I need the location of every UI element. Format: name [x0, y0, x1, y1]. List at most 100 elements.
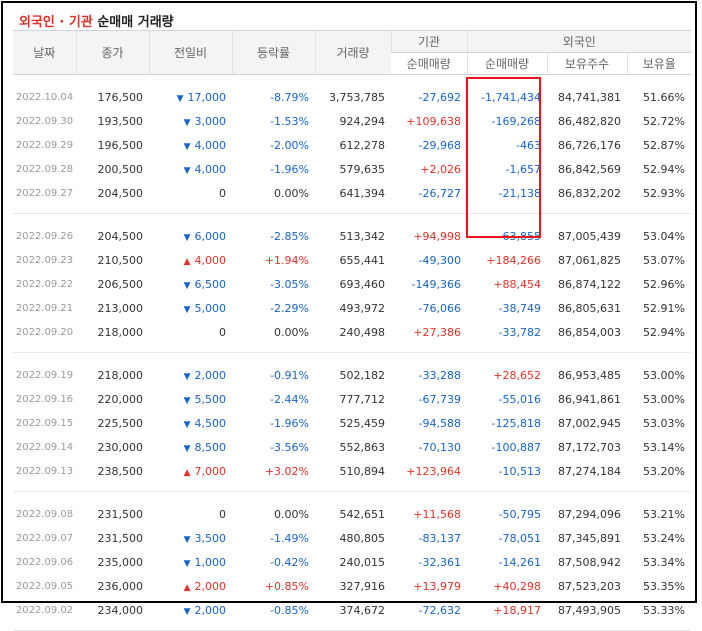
down-triangle-icon: ▼ [183, 395, 191, 406]
cell-close: 213,000 [97, 301, 144, 315]
cell-close: 238,500 [97, 464, 144, 478]
cell-close: 231,500 [97, 531, 144, 545]
table-row: 2022.09.13 238,500 ▲ 7,000 +3.02% 510,894 +123… [13, 459, 691, 483]
cell-foreign-net: -169,268 [491, 114, 541, 128]
cell-close: 206,500 [97, 277, 144, 291]
group-spacer [13, 75, 691, 86]
cell-date: 2022.09.08 [15, 508, 74, 520]
change-value: 0 [219, 507, 226, 521]
cell-change: ▼ 4,000 [149, 133, 232, 157]
cell-date: 2022.09.16 [15, 393, 74, 405]
cell-close: 193,500 [97, 114, 144, 128]
cell-change: ▼ 4,000 [149, 157, 232, 181]
header-foreign-net: 순매매량 [466, 52, 547, 75]
cell-foreign-hold: 86,854,003 [558, 325, 621, 339]
cell-foreign-hold: 87,294,096 [558, 507, 621, 521]
change-value: 2,000 [194, 579, 227, 593]
change-value: 8,500 [194, 440, 227, 454]
cell-foreign-ratio: 52.96% [643, 277, 685, 291]
cell-change: ▼ 17,000 [149, 85, 232, 109]
cell-inst-net: +27,386 [413, 325, 461, 339]
cell-date: 2022.10.04 [15, 91, 74, 103]
change-value: 4,000 [194, 253, 227, 267]
change-value: 2,000 [194, 603, 227, 617]
down-triangle-icon: ▼ [183, 232, 191, 243]
cell-foreign-hold: 87,345,891 [558, 531, 621, 545]
group-spacer [13, 214, 691, 225]
table-row: 2022.09.21 213,000 ▼ 5,000 -2.29% 493,972 -76,… [13, 296, 691, 320]
cell-rate: 0.00% [274, 507, 309, 521]
cell-rate: -2.29% [270, 301, 309, 315]
cell-inst-net: +109,638 [406, 114, 461, 128]
table-row: 2022.10.04 176,500 ▼ 17,000 -8.79% 3,753,785 -… [13, 85, 691, 109]
cell-foreign-net: -14,261 [498, 555, 541, 569]
cell-volume: 612,278 [339, 138, 386, 152]
cell-date: 2022.09.23 [15, 254, 74, 266]
cell-foreign-hold: 86,805,631 [558, 301, 621, 315]
cell-close: 230,000 [97, 440, 144, 454]
table-row: 2022.09.30 193,500 ▼ 3,000 -1.53% 924,294 +109… [13, 109, 691, 133]
header-change: 전일비 [148, 30, 232, 75]
cell-date: 2022.09.22 [15, 278, 74, 290]
cell-inst-net: -33,288 [418, 368, 461, 382]
cell-inst-net: -83,137 [418, 531, 461, 545]
cell-rate: -2.85% [270, 229, 309, 243]
change-value: 3,000 [194, 114, 227, 128]
cell-inst-net: -67,739 [418, 392, 461, 406]
cell-rate: 0.00% [274, 325, 309, 339]
table-row: 2022.09.23 210,500 ▲ 4,000 +1.94% 655,441 -49,… [13, 248, 691, 272]
cell-change: ▼ 3,500 [149, 526, 232, 550]
cell-foreign-ratio: 53.00% [643, 368, 685, 382]
header-foreign-ratio: 보유율 [626, 52, 691, 75]
cell-volume: 924,294 [339, 114, 386, 128]
cell-close: 200,500 [97, 162, 144, 176]
cell-close: 235,000 [97, 555, 144, 569]
cell-inst-net: -70,130 [418, 440, 461, 454]
cell-date: 2022.09.02 [15, 604, 74, 616]
cell-date: 2022.09.06 [15, 556, 74, 568]
down-triangle-icon: ▼ [183, 141, 191, 152]
cell-close: 236,000 [97, 579, 144, 593]
cell-date: 2022.09.19 [15, 369, 74, 381]
table-row: 2022.09.28 200,500 ▼ 4,000 -1.96% 579,635 +2,0… [13, 157, 691, 181]
change-value: 5,500 [194, 392, 227, 406]
change-value: 7,000 [194, 464, 227, 478]
cell-date: 2022.09.28 [15, 163, 74, 175]
cell-change: ▲ 7,000 [149, 459, 232, 483]
header-rate: 등락률 [231, 30, 315, 75]
cell-change: ▼ 5,500 [149, 387, 232, 411]
cell-foreign-hold: 87,061,825 [558, 253, 621, 267]
table-row: 2022.09.07 231,500 ▼ 3,500 -1.49% 480,805 -83,… [13, 526, 691, 550]
table-row: 2022.09.20 218,000 0 0.00% 240,498 +27,386 -33… [13, 320, 691, 344]
table-row: 2022.09.16 220,000 ▼ 5,500 -2.44% 777,712 -67,… [13, 387, 691, 411]
down-triangle-icon: ▼ [183, 117, 191, 128]
cell-foreign-hold: 86,832,202 [558, 186, 621, 200]
cell-inst-net: -27,692 [418, 90, 461, 104]
down-triangle-icon: ▼ [183, 280, 191, 291]
table-row: 2022.09.06 235,000 ▼ 1,000 -0.42% 240,015 -32,… [13, 550, 691, 574]
table-row: 2022.09.05 236,000 ▲ 2,000 +0.85% 327,916 +13,… [13, 574, 691, 598]
table-body: 2022.10.04 176,500 ▼ 17,000 -8.79% 3,753,785-… [13, 75, 691, 631]
down-triangle-icon: ▼ [176, 93, 184, 104]
cell-close: 176,500 [97, 90, 144, 104]
cell-date: 2022.09.05 [15, 580, 74, 592]
down-triangle-icon: ▼ [183, 165, 191, 176]
cell-inst-net: +123,964 [406, 464, 461, 478]
cell-volume: 493,972 [339, 301, 386, 315]
cell-volume: 655,441 [339, 253, 386, 267]
cell-volume: 641,394 [339, 186, 386, 200]
down-triangle-icon: ▼ [183, 371, 191, 382]
cell-foreign-net: +184,266 [486, 253, 541, 267]
cell-close: 218,000 [97, 325, 144, 339]
cell-foreign-ratio: 52.91% [643, 301, 685, 315]
cell-rate: -1.49% [270, 531, 309, 545]
cell-foreign-net: -55,016 [498, 392, 541, 406]
cell-date: 2022.09.29 [15, 139, 74, 151]
cell-inst-net: -94,588 [418, 416, 461, 430]
cell-foreign-ratio: 53.00% [643, 392, 685, 406]
cell-foreign-hold: 87,493,905 [558, 603, 621, 617]
cell-inst-net: -149,366 [411, 277, 461, 291]
cell-foreign-net: +40,298 [493, 579, 541, 593]
cell-volume: 480,805 [339, 531, 386, 545]
cell-foreign-net: -10,513 [498, 464, 541, 478]
